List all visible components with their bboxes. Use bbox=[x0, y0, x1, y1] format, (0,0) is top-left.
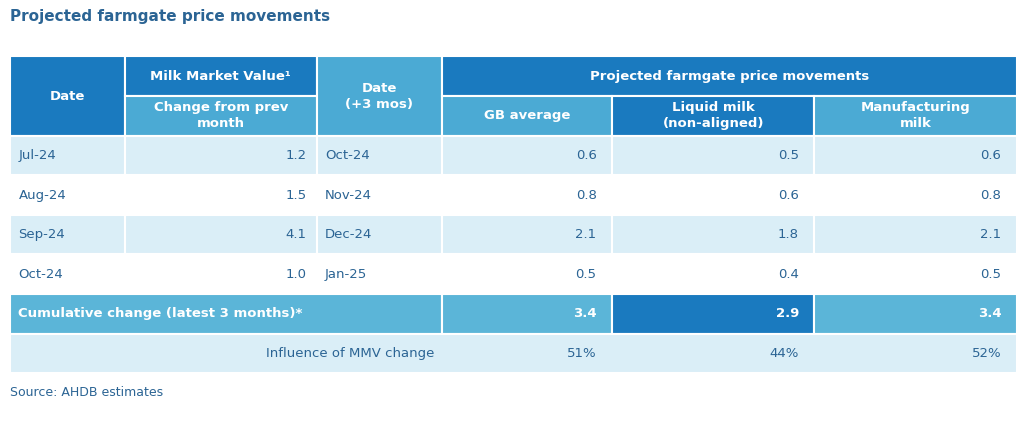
Bar bbox=[125, 215, 316, 254]
Text: Jul-24: Jul-24 bbox=[18, 149, 56, 162]
Text: Projected farmgate price movements: Projected farmgate price movements bbox=[10, 9, 331, 24]
Text: 0.5: 0.5 bbox=[777, 149, 799, 162]
Text: 0.6: 0.6 bbox=[778, 188, 799, 201]
Text: 0.4: 0.4 bbox=[778, 268, 799, 281]
Bar bbox=[814, 254, 1017, 294]
Text: Oct-24: Oct-24 bbox=[18, 268, 64, 281]
Text: Sep-24: Sep-24 bbox=[18, 228, 66, 241]
Text: 0.5: 0.5 bbox=[981, 268, 1001, 281]
Bar bbox=[316, 175, 443, 215]
Text: 44%: 44% bbox=[769, 347, 799, 360]
Text: 3.4: 3.4 bbox=[573, 307, 597, 320]
Text: 3.4: 3.4 bbox=[978, 307, 1001, 320]
Bar bbox=[316, 135, 443, 175]
Text: 0.5: 0.5 bbox=[575, 268, 597, 281]
Bar bbox=[316, 215, 443, 254]
Bar bbox=[612, 215, 814, 254]
Text: Oct-24: Oct-24 bbox=[325, 149, 370, 162]
Bar bbox=[443, 294, 612, 334]
Bar bbox=[316, 56, 443, 135]
Text: GB average: GB average bbox=[484, 109, 570, 122]
Text: 0.6: 0.6 bbox=[576, 149, 597, 162]
Bar bbox=[125, 254, 316, 294]
Bar bbox=[10, 215, 125, 254]
Text: 1.0: 1.0 bbox=[286, 268, 306, 281]
Text: Date: Date bbox=[50, 89, 85, 102]
Bar bbox=[443, 135, 612, 175]
Bar bbox=[125, 135, 316, 175]
Bar bbox=[612, 175, 814, 215]
Bar bbox=[443, 56, 1017, 96]
Text: Milk Market Value¹: Milk Market Value¹ bbox=[151, 70, 292, 83]
Bar bbox=[125, 56, 316, 96]
Text: 0.6: 0.6 bbox=[981, 149, 1001, 162]
Bar bbox=[10, 135, 125, 175]
Text: 52%: 52% bbox=[972, 347, 1001, 360]
Text: 0.8: 0.8 bbox=[981, 188, 1001, 201]
Text: Aug-24: Aug-24 bbox=[18, 188, 66, 201]
Bar bbox=[612, 294, 814, 334]
Text: Cumulative change (latest 3 months)*: Cumulative change (latest 3 months)* bbox=[18, 307, 303, 320]
Text: 2.1: 2.1 bbox=[980, 228, 1001, 241]
Bar bbox=[125, 96, 316, 135]
Bar bbox=[612, 96, 814, 135]
Text: Influence of MMV change: Influence of MMV change bbox=[266, 347, 434, 360]
Text: 4.1: 4.1 bbox=[286, 228, 306, 241]
Text: 2.9: 2.9 bbox=[775, 307, 799, 320]
Text: 51%: 51% bbox=[567, 347, 597, 360]
Text: 1.8: 1.8 bbox=[777, 228, 799, 241]
Bar bbox=[10, 175, 125, 215]
Bar bbox=[814, 135, 1017, 175]
Text: 1.5: 1.5 bbox=[286, 188, 306, 201]
Bar bbox=[443, 96, 612, 135]
Bar bbox=[443, 175, 612, 215]
Bar bbox=[10, 254, 125, 294]
Bar bbox=[814, 294, 1017, 334]
Bar bbox=[316, 254, 443, 294]
Bar bbox=[125, 175, 316, 215]
Bar bbox=[10, 334, 1017, 373]
Bar bbox=[814, 175, 1017, 215]
Text: Nov-24: Nov-24 bbox=[325, 188, 372, 201]
Text: Change from prev
month: Change from prev month bbox=[154, 101, 288, 130]
Text: Source: AHDB estimates: Source: AHDB estimates bbox=[10, 386, 163, 399]
Bar bbox=[443, 254, 612, 294]
Text: Date
(+3 mos): Date (+3 mos) bbox=[345, 82, 414, 111]
Text: Manufacturing
milk: Manufacturing milk bbox=[861, 101, 971, 130]
Text: Jan-25: Jan-25 bbox=[325, 268, 367, 281]
Bar bbox=[10, 56, 125, 135]
Bar bbox=[443, 215, 612, 254]
Bar bbox=[814, 96, 1017, 135]
Bar bbox=[814, 215, 1017, 254]
Bar bbox=[612, 135, 814, 175]
Text: Projected farmgate price movements: Projected farmgate price movements bbox=[589, 70, 869, 83]
Bar bbox=[612, 254, 814, 294]
Text: Liquid milk
(non-aligned): Liquid milk (non-aligned) bbox=[662, 101, 764, 130]
Text: 1.2: 1.2 bbox=[286, 149, 306, 162]
Text: Dec-24: Dec-24 bbox=[325, 228, 372, 241]
Text: 0.8: 0.8 bbox=[576, 188, 597, 201]
Bar bbox=[10, 294, 443, 334]
Text: 2.1: 2.1 bbox=[575, 228, 597, 241]
